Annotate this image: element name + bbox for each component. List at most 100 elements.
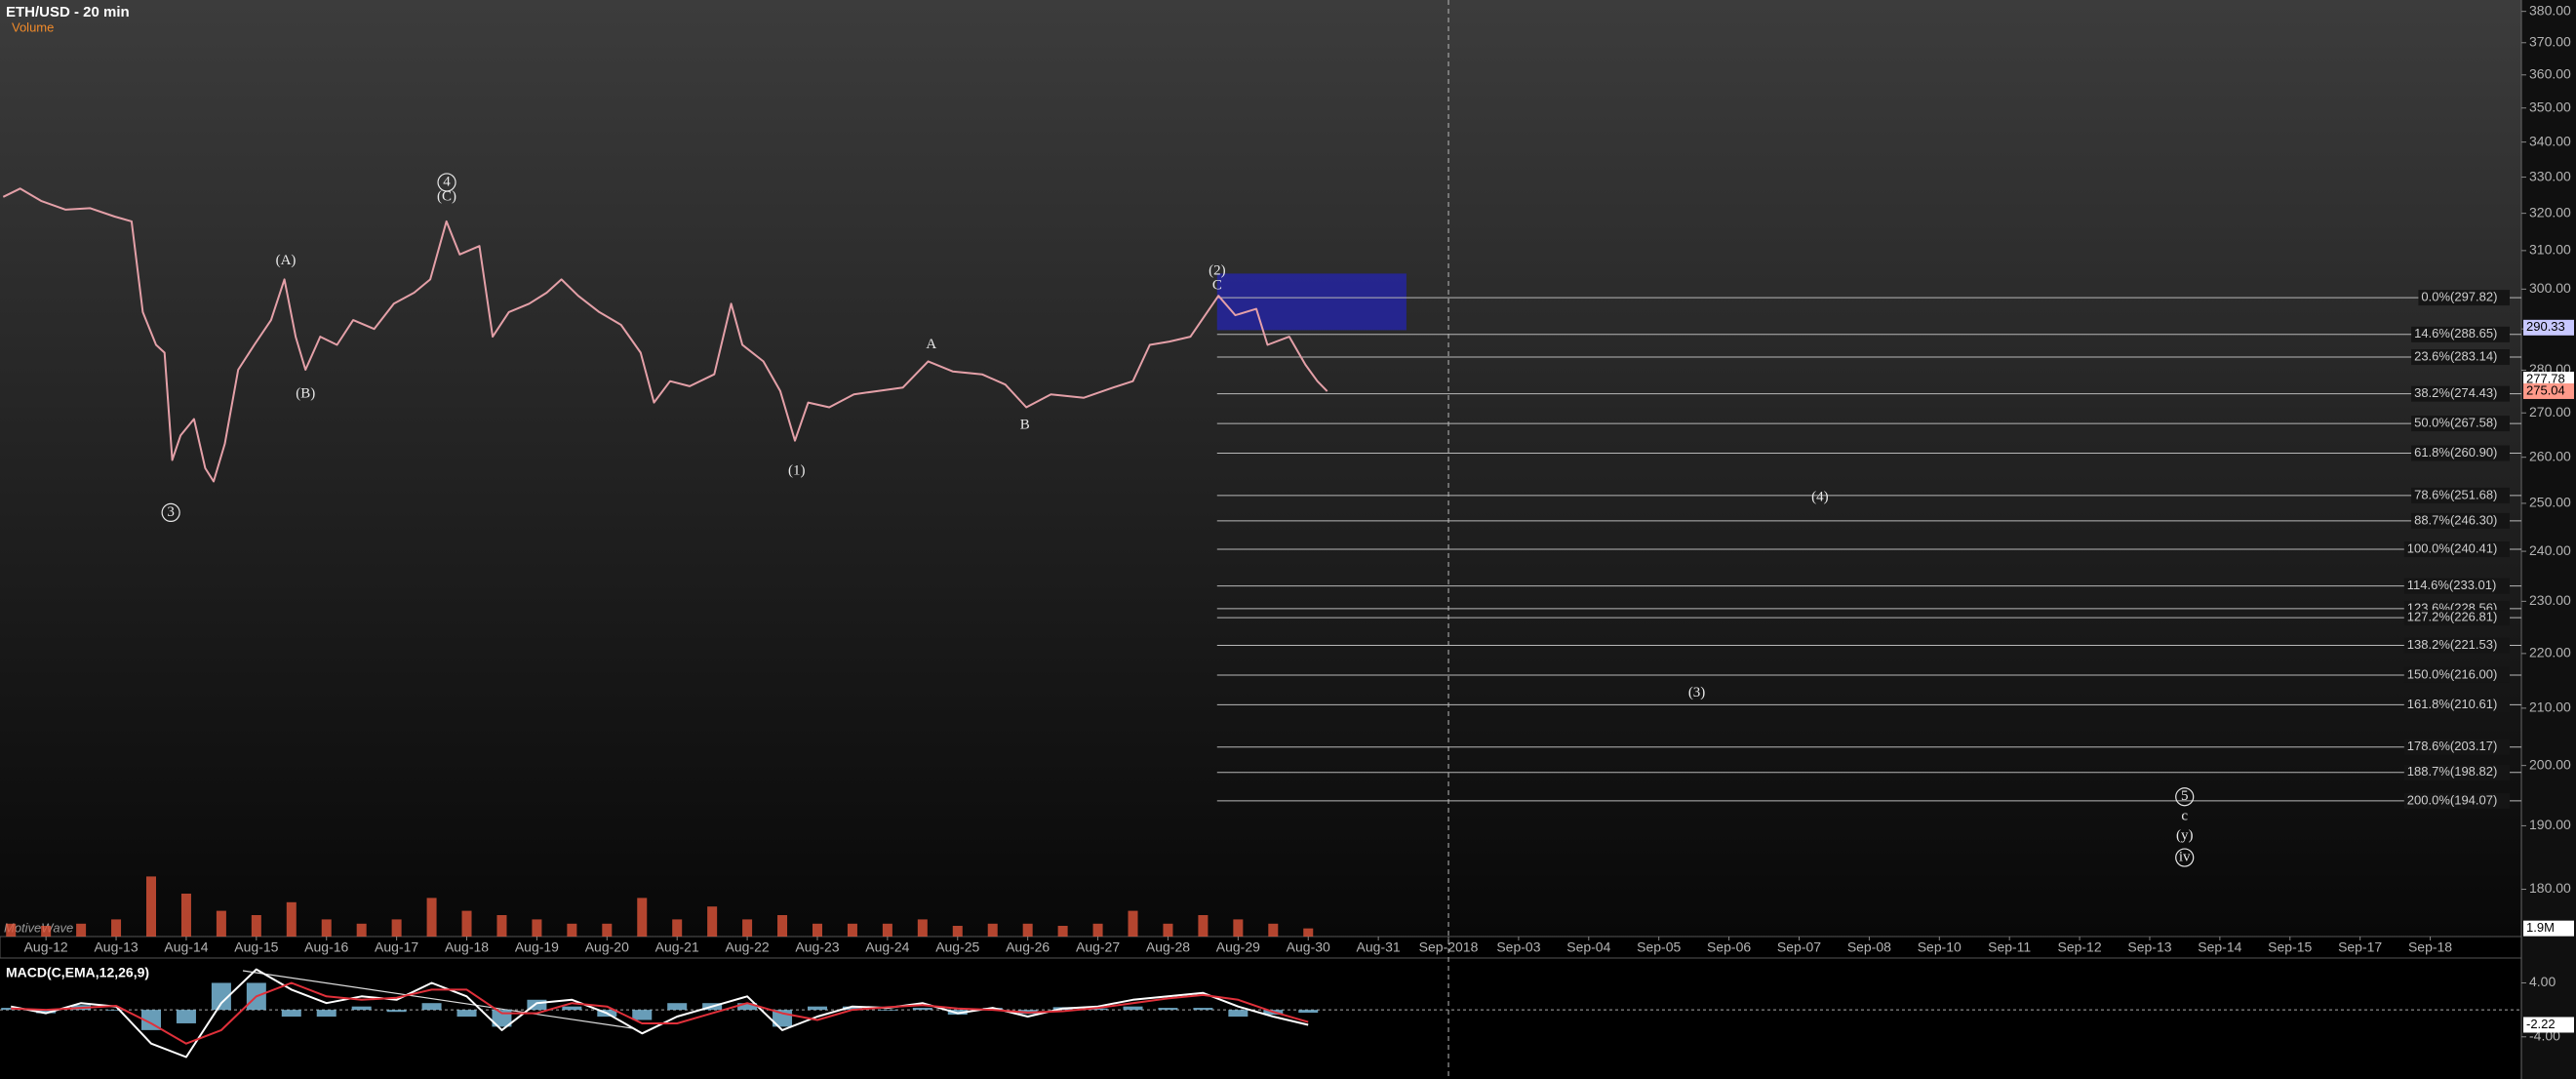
histogram-bar: [947, 1010, 968, 1015]
fib-label: 14.6%(288.65): [2414, 326, 2497, 340]
histogram-bar: [421, 1003, 442, 1011]
volume-bar: [286, 901, 297, 937]
fib-label: 127.2%(226.81): [2407, 610, 2498, 624]
fib-label-bg: [2411, 445, 2510, 461]
fib-label-bg: [2403, 739, 2510, 755]
histogram-bar: [562, 1006, 582, 1011]
volume-bar: [1163, 923, 1173, 937]
histogram-bar: [527, 999, 547, 1011]
wave-label: (1): [788, 463, 806, 479]
y-tick-label: 320.00: [2529, 204, 2571, 220]
x-tick-label: Aug-22: [726, 939, 770, 955]
price-tag-label: 275.04: [2526, 382, 2565, 397]
volume-bar: [180, 894, 191, 937]
x-tick-label: Sep-06: [1707, 939, 1751, 955]
target-zone: [1216, 273, 1407, 331]
x-tick-label: Sep-04: [1566, 939, 1610, 955]
volume-bar: [146, 876, 157, 937]
volume-bar: [637, 898, 648, 937]
volume-bar: [76, 923, 87, 937]
wave-label: 4: [443, 174, 451, 189]
y-tick-label: 190.00: [2529, 817, 2571, 832]
fib-label: 38.2%(274.43): [2414, 385, 2497, 400]
volume-bar: [847, 923, 857, 937]
price-panel: [0, 0, 2521, 937]
y-tick-label: 210.00: [2529, 699, 2571, 715]
fib-label-bg: [2418, 290, 2510, 306]
volume-bar: [216, 910, 226, 937]
x-tick-label: Sep-18: [2408, 939, 2452, 955]
wave-label: 5: [2181, 788, 2189, 804]
fib-label: 100.0%(240.41): [2407, 540, 2498, 555]
y-tick-label: 370.00: [2529, 33, 2571, 49]
volume-bar: [6, 923, 17, 937]
volume-bar: [496, 915, 507, 937]
histogram-bar: [1088, 1008, 1108, 1011]
volume-bar: [1092, 923, 1103, 937]
macd-panel: [0, 959, 2521, 1079]
histogram-bar: [351, 1006, 372, 1011]
x-tick-label: Aug-17: [375, 939, 418, 955]
fib-label: 0.0%(297.82): [2421, 290, 2497, 304]
fib-label-bg: [2403, 578, 2510, 594]
x-tick-label: Aug-12: [24, 939, 68, 955]
trend-line: [242, 970, 633, 1029]
wave-label: 3: [167, 504, 175, 520]
price-tag: [2523, 1017, 2574, 1033]
fib-label: 78.6%(251.68): [2414, 487, 2497, 501]
volume-label: Volume: [12, 20, 54, 34]
x-tick-label: Aug-25: [935, 939, 979, 955]
histogram-bar: [1298, 1010, 1319, 1014]
volume-bar: [251, 915, 261, 937]
volume-bar: [707, 906, 718, 937]
histogram-bar: [456, 1010, 477, 1018]
fib-label: 114.6%(233.01): [2407, 578, 2497, 592]
annotation-circle: [437, 173, 456, 192]
fib-label: 61.8%(260.90): [2414, 445, 2497, 460]
histogram-bar: [1193, 1008, 1213, 1011]
volume-bar: [1233, 919, 1244, 937]
volume-bar: [777, 915, 788, 937]
volume-bar: [567, 923, 577, 937]
fib-label-bg: [2403, 541, 2510, 558]
price-tag: [2523, 920, 2574, 937]
macd-title: MACD(C,EMA,12,26,9): [6, 965, 149, 980]
price-tag: [2523, 382, 2574, 399]
volume-bar: [426, 898, 437, 937]
x-tick-label: Sep-12: [2057, 939, 2101, 955]
volume-bar: [987, 923, 998, 937]
x-tick-label: Aug-31: [1357, 939, 1401, 955]
fib-label-bg: [2411, 326, 2510, 342]
fib-label-bg: [2411, 487, 2510, 503]
histogram-bar: [281, 1010, 301, 1018]
x-tick-label: Sep-14: [2198, 939, 2241, 955]
x-tick-label: Sep-11: [1988, 939, 2031, 955]
volume-bar: [1128, 910, 1138, 937]
fib-label: 188.7%(198.82): [2407, 764, 2498, 779]
series-line: [2, 187, 1328, 483]
fib-label-bg: [2411, 385, 2510, 402]
histogram-bar: [316, 1010, 337, 1018]
volume-bar: [672, 919, 683, 937]
x-tick-label: Aug-30: [1287, 939, 1330, 955]
volume-bar: [356, 923, 367, 937]
histogram-bar: [912, 1008, 932, 1011]
histogram-bar: [877, 1010, 897, 1011]
wave-label: C: [1212, 277, 1222, 293]
y-tick-label: 220.00: [2529, 645, 2571, 660]
wave-label: B: [1020, 418, 1030, 433]
x-tick-label: Aug-24: [865, 939, 909, 955]
histogram-bar: [1123, 1006, 1143, 1011]
volume-bar: [602, 923, 613, 937]
fib-label: 138.2%(221.53): [2407, 637, 2498, 652]
x-tick-label: Sep-15: [2268, 939, 2312, 955]
x-tick-label: Aug-27: [1076, 939, 1120, 955]
y-tick-label: 4.00: [2529, 974, 2556, 989]
x-tick-label: Aug-20: [585, 939, 629, 955]
volume-bar: [1022, 923, 1033, 937]
fib-label-bg: [2411, 512, 2510, 529]
x-tick-label: Sep-05: [1637, 939, 1681, 955]
x-tick-label: Sep-07: [1777, 939, 1821, 955]
volume-bar: [812, 923, 822, 937]
histogram-bar: [141, 1010, 162, 1030]
